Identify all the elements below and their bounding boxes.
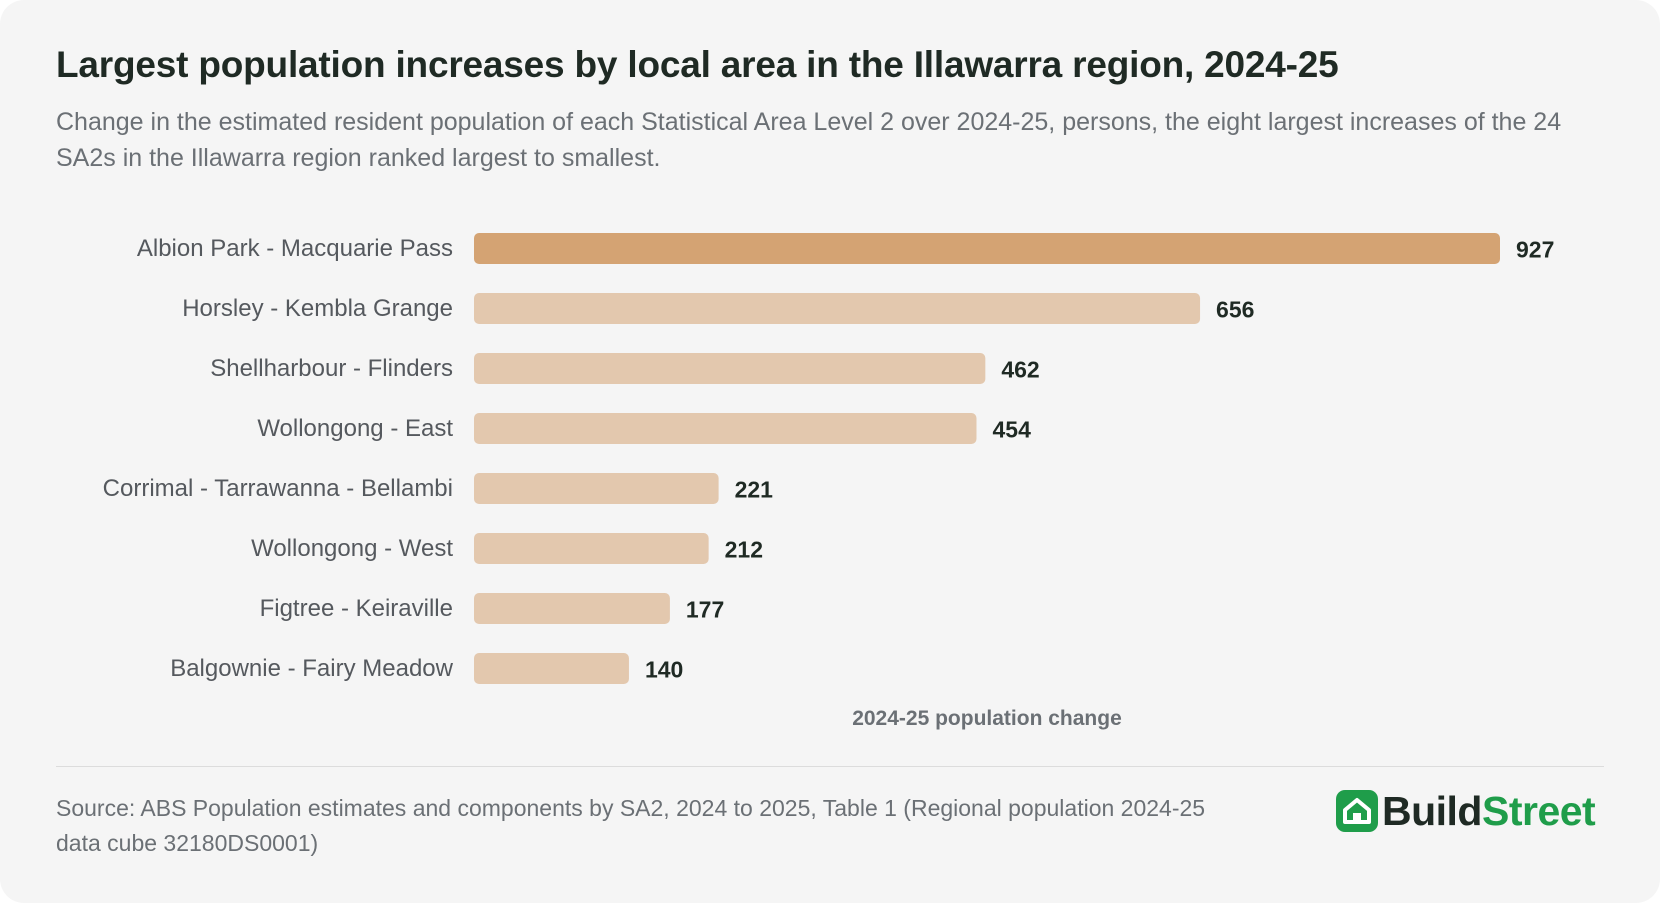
buildstreet-logo: BuildStreet	[1336, 786, 1596, 836]
bar-chart: Albion Park - Macquarie Pass 927 Horsley -…	[103, 233, 1554, 730]
bar	[474, 413, 977, 444]
category-label: Corrimal - Tarrawanna - Bellambi	[103, 475, 453, 502]
bar	[474, 533, 709, 564]
value-label: 462	[1001, 357, 1039, 383]
category-label: Balgownie - Fairy Meadow	[170, 655, 453, 682]
value-label: 454	[992, 417, 1031, 443]
x-axis-label: 2024-25 population change	[852, 707, 1122, 730]
value-label: 212	[725, 537, 763, 563]
category-label: Wollongong - East	[257, 415, 453, 442]
value-label: 927	[1516, 237, 1554, 263]
category-label: Albion Park - Macquarie Pass	[137, 235, 453, 262]
logo-text-build: Build	[1382, 787, 1482, 834]
bar	[474, 233, 1500, 264]
chart-subtitle: Change in the estimated resident populat…	[56, 108, 1562, 172]
category-label: Figtree - Keiraville	[260, 595, 453, 622]
bar	[474, 593, 670, 624]
bar	[474, 653, 629, 684]
bar	[474, 293, 1201, 324]
category-label: Shellharbour - Flinders	[210, 355, 453, 382]
value-label: 177	[686, 597, 724, 623]
house-icon	[1336, 790, 1378, 832]
source-note: Source: ABS Population estimates and com…	[56, 795, 1206, 856]
value-label: 656	[1216, 297, 1254, 323]
value-label: 221	[735, 477, 774, 503]
logo-text-street: Street	[1481, 787, 1596, 834]
category-label: Wollongong - West	[251, 535, 453, 562]
divider	[56, 766, 1604, 767]
bar	[474, 473, 719, 504]
category-label: Horsley - Kembla Grange	[182, 295, 453, 322]
bar	[474, 353, 986, 384]
chart-title: Largest population increases by local ar…	[56, 44, 1339, 85]
value-label: 140	[645, 657, 683, 683]
